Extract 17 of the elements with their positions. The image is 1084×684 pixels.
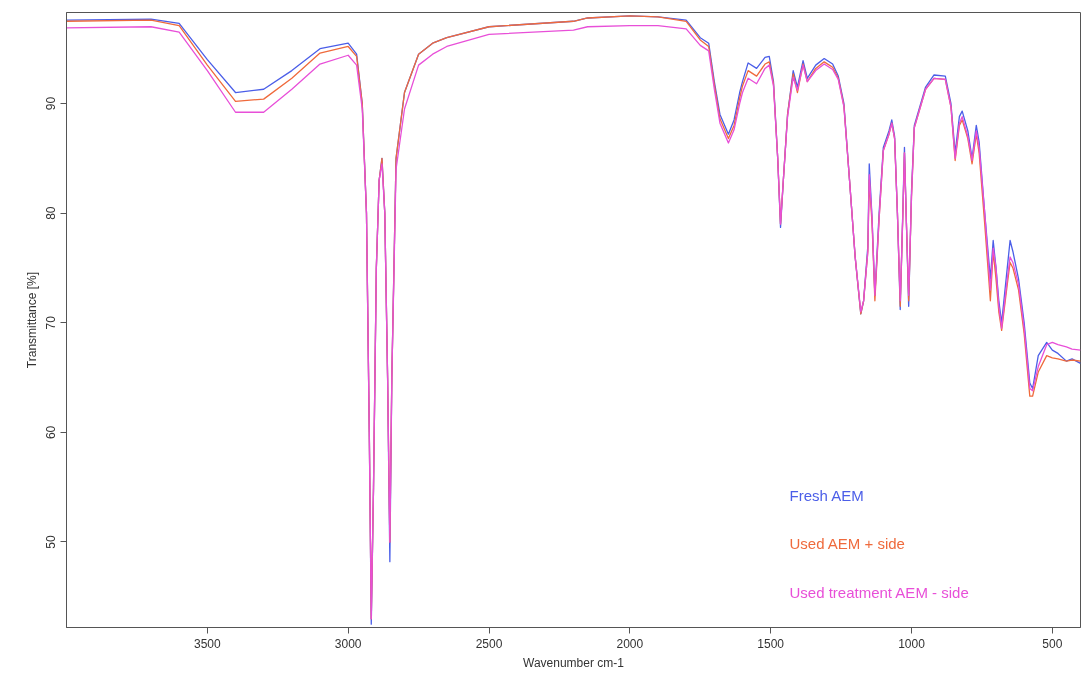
x-tick-label: 2000	[616, 636, 644, 651]
y-tick-label: 70	[44, 315, 59, 330]
x-tick-label: 1000	[898, 636, 926, 651]
y-tick-label: 80	[44, 206, 59, 220]
text: Fresh AEM	[789, 486, 864, 504]
x-tick-label: 3000	[334, 636, 362, 651]
y-tick-label: 60	[44, 425, 59, 440]
y-tick-label: 90	[44, 96, 59, 111]
x-tick-label: 500	[1042, 636, 1063, 651]
x-tick-label: 3500	[193, 636, 222, 651]
y-tick-label: 50	[44, 534, 59, 549]
y-axis-title: Transmittance [%]	[24, 271, 39, 369]
x-tick-label: 2500	[475, 636, 503, 651]
text: Used treatment AEM - side	[789, 583, 969, 601]
text: Used AEM + side	[789, 535, 905, 553]
x-tick-label: 1500	[757, 636, 785, 651]
x-axis-title: Wavenumber cm-1	[523, 655, 625, 670]
